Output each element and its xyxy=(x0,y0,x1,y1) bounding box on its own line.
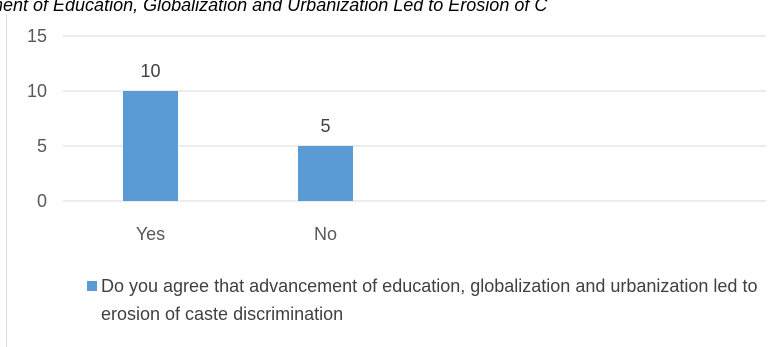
bar xyxy=(123,91,178,201)
y-tick-label: 0 xyxy=(37,191,47,211)
legend-swatch xyxy=(87,281,97,291)
y-tick-label: 15 xyxy=(27,26,47,46)
x-tick-label: No xyxy=(314,224,337,244)
x-tick-label: Yes xyxy=(136,224,165,244)
chart-title: ment of Education, Globalization and Urb… xyxy=(0,0,548,15)
legend: Do you agree that advancement of educati… xyxy=(87,272,767,328)
data-label: 5 xyxy=(320,116,330,136)
y-tick-label: 5 xyxy=(37,136,47,156)
chart-border xyxy=(6,14,7,347)
y-tick-label: 10 xyxy=(27,81,47,101)
data-label: 10 xyxy=(140,61,160,81)
legend-label: Do you agree that advancement of educati… xyxy=(101,276,758,324)
bar xyxy=(298,146,353,201)
